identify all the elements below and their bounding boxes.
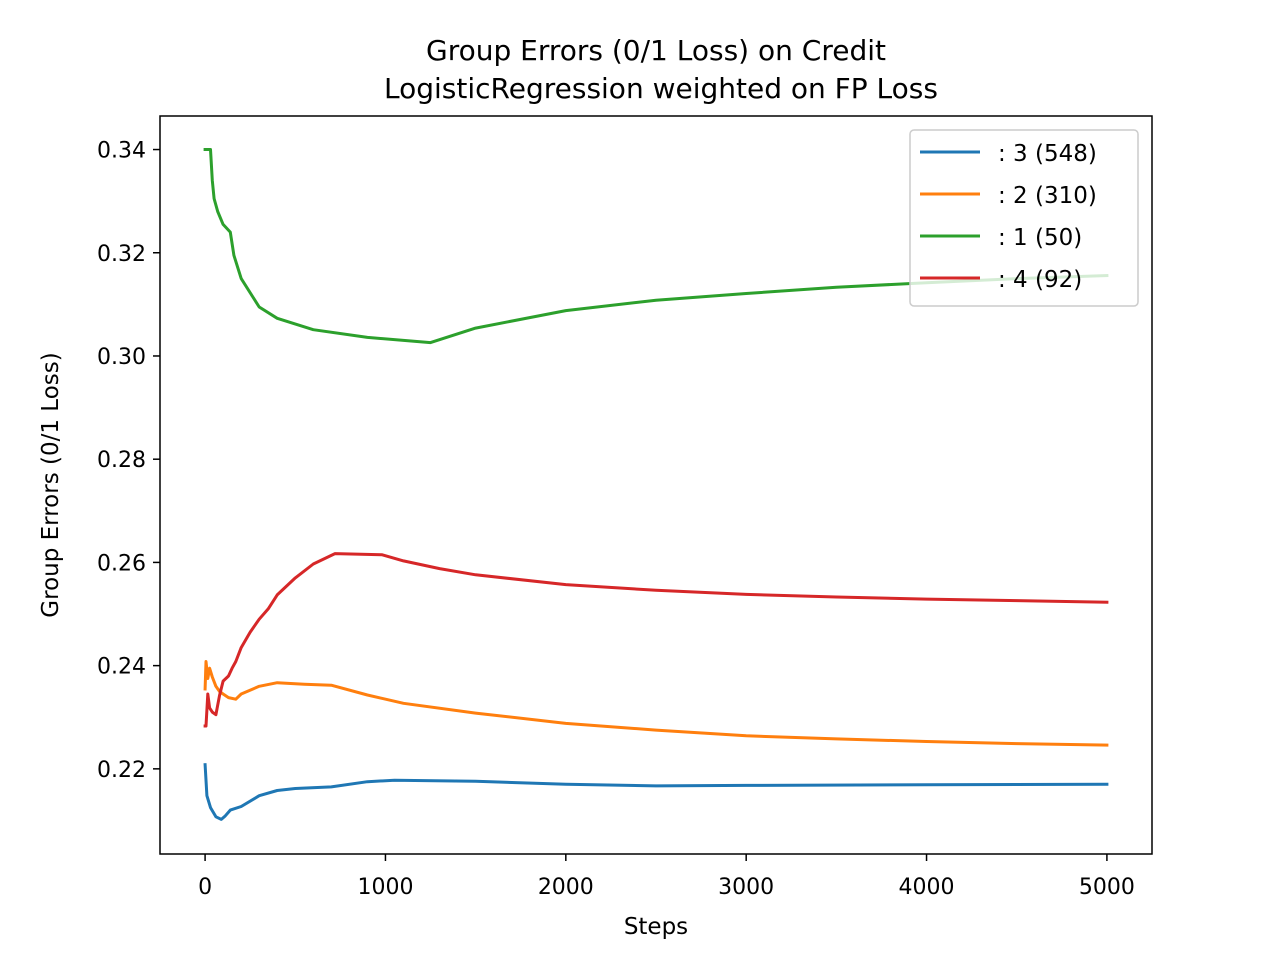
legend-label-4: : 4 (92)	[998, 267, 1082, 293]
y-tick-label: 0.30	[97, 345, 146, 370]
y-tick-label: 0.26	[97, 551, 146, 576]
series-line-3	[203, 148, 1109, 345]
legend-entries: : 3 (548) : 2 (310) : 1 (50) : 4 (92)	[920, 141, 1097, 293]
x-tick-label: 4000	[899, 875, 955, 900]
y-axis-label: Group Errors (0/1 Loss)	[38, 352, 64, 617]
y-tick-label: 0.22	[97, 758, 146, 783]
x-tick-label: 3000	[718, 875, 774, 900]
y-tick-label: 0.24	[97, 655, 146, 680]
plot-area-frame	[159, 115, 1153, 855]
x-axis-label: Steps	[624, 914, 688, 940]
series-line-2	[203, 660, 1109, 747]
y-tick-label: 0.34	[97, 139, 146, 164]
series-line-1	[203, 763, 1109, 821]
y-axis: 0.22 0.24 0.26 0.28 0.30 0.32 0.34	[97, 139, 160, 783]
legend-label-3: : 1 (50)	[998, 225, 1082, 251]
series-line-4	[203, 552, 1109, 728]
chart-title-line1: Group Errors (0/1 Loss) on Credit	[426, 34, 886, 67]
x-tick-label: 5000	[1079, 875, 1135, 900]
legend-label-1: : 3 (548)	[998, 141, 1097, 167]
legend-label-2: : 2 (310)	[998, 183, 1097, 209]
y-tick-label: 0.28	[97, 448, 146, 473]
series-layer	[203, 148, 1109, 821]
x-tick-label: 0	[198, 875, 212, 900]
chart-title-line2: LogisticRegression weighted on FP Loss	[384, 72, 938, 105]
legend: : 3 (548) : 2 (310) : 1 (50) : 4 (92)	[909, 129, 1139, 307]
y-tick-label: 0.32	[97, 242, 146, 267]
legend-box	[909, 129, 1139, 307]
x-tick-label: 1000	[357, 875, 413, 900]
x-axis: 0 1000 2000 3000 4000 5000	[198, 854, 1135, 900]
x-tick-label: 2000	[538, 875, 594, 900]
